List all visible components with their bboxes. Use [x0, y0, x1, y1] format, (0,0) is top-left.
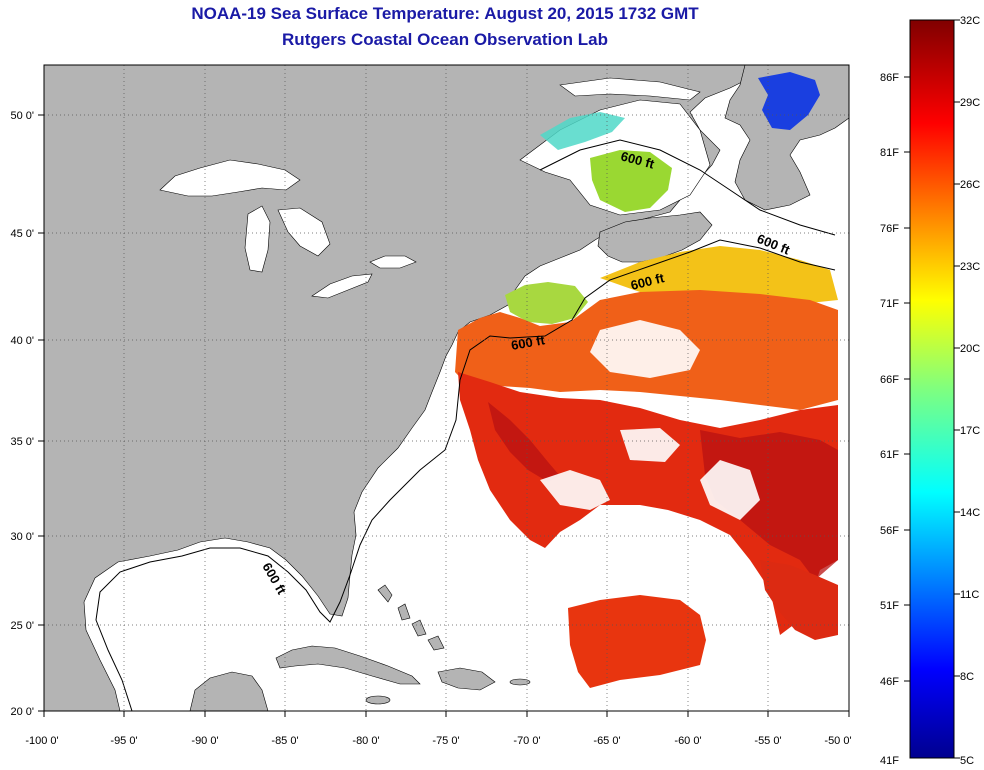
sst-swath-southern: [568, 595, 706, 688]
jamaica-land: [365, 695, 391, 705]
colorbar-celsius-label: 5C: [960, 755, 974, 767]
colorbar-fahrenheit-label: 51F: [880, 600, 899, 612]
sst-swath-gulf-stream-core: [488, 402, 838, 580]
map-ticks: [38, 114, 850, 717]
newfoundland-land: [724, 65, 849, 211]
lon-label: -90 0': [191, 735, 218, 747]
hispaniola-land: [437, 667, 496, 691]
cuba-land: [275, 645, 421, 685]
isobath-label-gulf-of-maine: 600 ft: [510, 332, 547, 353]
bahamas-islands: [377, 584, 445, 651]
lat-label: 40 0': [10, 335, 34, 347]
colorbar-ticks: [904, 19, 960, 759]
lat-label: 30 0': [10, 531, 34, 543]
map-subtitle: Rutgers Coastal Ocean Observation Lab: [282, 30, 608, 49]
sst-swath-gulf-of-maine: [505, 282, 588, 324]
lake-huron: [277, 207, 331, 257]
colorbar-fahrenheit-label: 41F: [880, 755, 899, 767]
puerto-rico-land: [509, 678, 531, 686]
colorbar-fahrenheit-label: 56F: [880, 525, 899, 537]
lon-label: -50 0': [824, 735, 851, 747]
map-title: NOAA-19 Sea Surface Temperature: August …: [191, 4, 699, 23]
lon-label: -75 0': [432, 735, 459, 747]
colorbar-celsius-label: 26C: [960, 179, 980, 191]
sst-swath-gulf-st-lawrence: [590, 150, 672, 212]
lat-label: 25 0': [10, 620, 34, 632]
sst-colorbar: [909, 19, 955, 759]
lat-label: 50 0': [10, 110, 34, 122]
lake-michigan: [244, 205, 271, 273]
colorbar-celsius-label: 17C: [960, 425, 980, 437]
lat-label: 35 0': [10, 436, 34, 448]
isobath-600ft-north: [539, 139, 836, 236]
nova-scotia-land: [597, 211, 713, 263]
colorbar-celsius-label: 8C: [960, 671, 974, 683]
lat-label: 20 0': [10, 706, 34, 718]
lon-label: -55 0': [754, 735, 781, 747]
colorbar-celsius-label: 23C: [960, 261, 980, 273]
colorbar-celsius-label: 14C: [960, 507, 980, 519]
colorbar-fahrenheit-label: 81F: [880, 147, 899, 159]
colorbar-fahrenheit-label: 46F: [880, 676, 899, 688]
lake-ontario: [369, 255, 417, 269]
sst-swath-gulf-st-lawrence-shelf: [540, 112, 625, 150]
lake-erie: [311, 273, 373, 299]
colorbar-celsius-label: 29C: [960, 97, 980, 109]
lake-superior: [159, 159, 301, 197]
colorbar-fahrenheit-label: 61F: [880, 449, 899, 461]
lon-label: -60 0': [674, 735, 701, 747]
sst-swath-newfoundland: [758, 72, 820, 130]
colorbar-celsius-label: 11C: [960, 589, 979, 601]
lat-label: 45 0': [10, 228, 34, 240]
cloud-mask: [540, 320, 760, 580]
lon-label: -95 0': [110, 735, 137, 747]
sst-swath-east: [760, 560, 838, 640]
isobath-600ft: [95, 239, 836, 711]
colorbar-celsius-label: 32C: [960, 15, 980, 27]
yucatan-land: [189, 671, 269, 711]
sst-swath-scotian-shelf: [600, 246, 838, 304]
colorbar-fahrenheit-label: 76F: [880, 223, 899, 235]
lon-label: -85 0': [271, 735, 298, 747]
colorbar-fahrenheit-label: 66F: [880, 374, 899, 386]
colorbar-fahrenheit-label: 71F: [880, 298, 899, 310]
lon-label: -70 0': [513, 735, 540, 747]
lon-label: -80 0': [352, 735, 379, 747]
colorbar-fahrenheit-label: 86F: [880, 72, 899, 84]
colorbar-celsius-label: 20C: [960, 343, 980, 355]
northern-bay: [559, 77, 701, 101]
lon-label: -65 0': [593, 735, 620, 747]
lon-label: -100 0': [25, 735, 58, 747]
